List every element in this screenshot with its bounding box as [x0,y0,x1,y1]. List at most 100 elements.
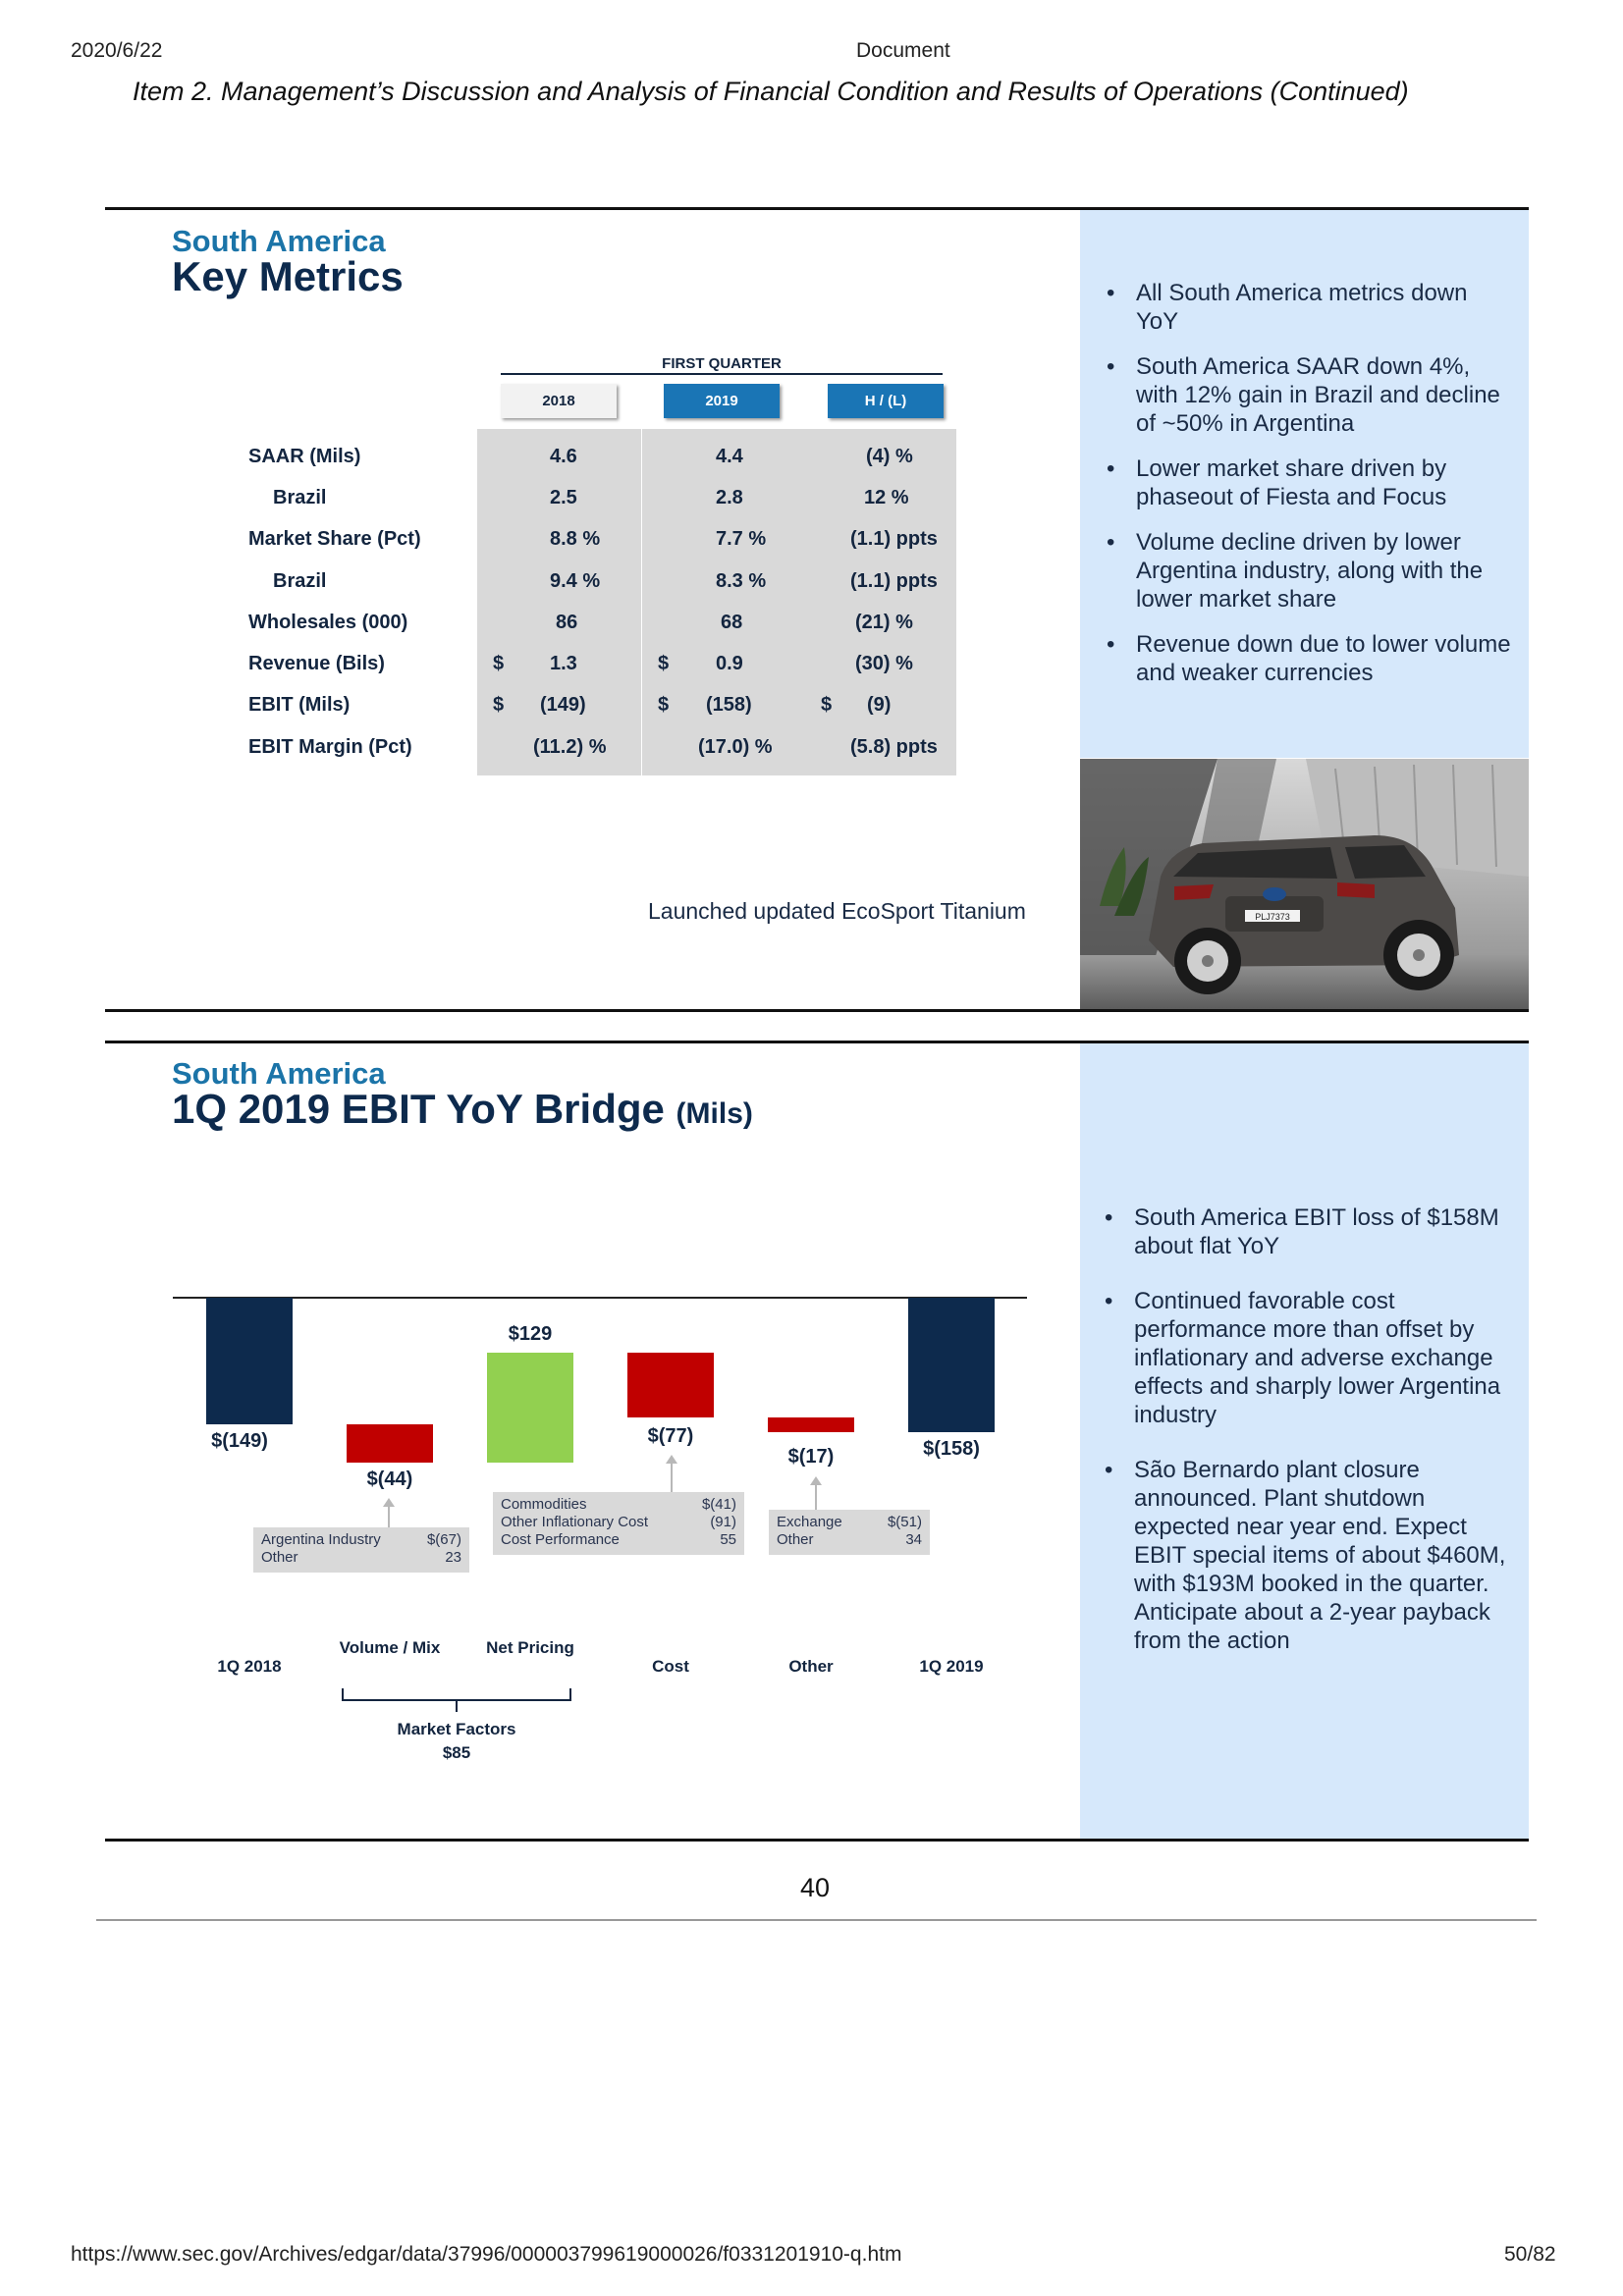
cell-2018-ebit-margin: (11.2) % [533,736,607,758]
license-plate: PLJ7373 [1255,912,1290,922]
bridge-category-0: 1Q 2018 [217,1657,282,1676]
cell-hl-ebit-dollar: $ [821,694,833,716]
cell-2018-ebit: (149) [540,694,586,716]
slide1-bottom-rule [105,1009,1529,1012]
slide1-title: Key Metrics [172,253,404,299]
cell-2018-share: 8.8 % [550,528,601,550]
row-label-market-share: Market Share (Pct) [248,528,421,550]
bridge-bar-3 [627,1352,714,1418]
row-label-ebit-margin: EBIT Margin (Pct) [248,736,412,758]
cell-2019-share-brazil: 8.3 % [716,570,767,592]
cell-2019-ebit: (158) [706,694,752,716]
slide2-top-rule [105,1041,1529,1043]
col-header-2018: 2018 [501,384,617,418]
detail-value: $(67) [426,1531,461,1548]
detail-value: (91) [710,1514,736,1530]
print-date: 2020/6/22 [71,39,163,62]
cost-detail: Commodities $(41) Other Inflationary Cost… [493,1492,744,1555]
cell-2019-saar-brazil: 2.8 [716,487,743,508]
detail-value: $(51) [887,1514,922,1530]
row-label-ebit: EBIT (Mils) [248,694,351,716]
bridge-category-3: Cost [652,1657,689,1676]
page-separator [96,1919,1537,1921]
col-header-2019: 2019 [664,384,780,418]
row-label-saar-brazil: Brazil [273,487,327,508]
chart-baseline [173,1297,1027,1299]
col-header-hl: H / (L) [828,384,944,418]
bridge-value-label-3: $(77) [647,1425,694,1448]
detail-label: Other [261,1549,298,1566]
detail-label: Argentina Industry [261,1531,381,1548]
cell-2018-share-brazil: 9.4 % [550,570,601,592]
cost-arrow [666,1455,677,1492]
bridge-value-label-1: $(44) [366,1468,413,1490]
bridge-bar-0 [206,1298,293,1425]
slide1-bullet: Revenue down due to lower volume and wea… [1102,630,1512,687]
ecosport-photo: PLJ7373 [1080,759,1529,1009]
slide1-region: South America [172,224,386,258]
cell-2018-revenue: 1.3 [550,653,577,674]
cell-hl-share-brazil: (1.1) ppts [850,570,938,592]
col-2018-shade [477,429,641,775]
detail-value: $(41) [701,1496,736,1513]
print-document-title: Document [856,39,950,62]
bridge-bar-4 [768,1417,854,1433]
cell-2019-wholesales: 68 [721,612,743,633]
detail-value: 34 [905,1531,922,1548]
market-factors-value: $85 [442,1743,471,1762]
cell-2019-saar: 4.4 [716,446,743,467]
footer-url[interactable]: https://www.sec.gov/Archives/edgar/data/… [71,2243,902,2266]
cell-hl-revenue: (30) % [855,653,913,674]
detail-label: Other [777,1531,814,1548]
detail-label: Commodities [501,1496,587,1513]
photo-caption: Launched updated EcoSport Titanium [648,898,1026,924]
bridge-category-4: Other [788,1657,834,1676]
slide1-bullet: Lower market share driven by phaseout of… [1102,454,1512,511]
slide1-top-rule [105,207,1529,210]
volume-mix-arrow [383,1498,395,1527]
slide2-bullet: Continued favorable cost performance mor… [1100,1287,1512,1429]
slide2-bullet: South America EBIT loss of $158M about f… [1100,1203,1512,1260]
cell-2018-saar: 4.6 [550,446,577,467]
bridge-category-5: 1Q 2019 [919,1657,984,1676]
cell-hl-share: (1.1) ppts [850,528,938,550]
slide2-title-unit: (Mils) [676,1097,753,1130]
slide1-bullet: Volume decline driven by lower Argentina… [1102,528,1512,614]
volume-mix-detail: Argentina Industry $(67) Other 23 [253,1527,469,1573]
detail-label: Exchange [777,1514,842,1530]
market-factors-label: Market Factors [397,1720,516,1738]
slide1-bullet: All South America metrics down YoY [1102,279,1512,336]
cell-hl-ebit: (9) [867,694,892,716]
detail-value: 23 [445,1549,461,1566]
slide2-commentary-panel [1080,1043,1529,1839]
cell-2019-ebit-dollar: $ [658,694,670,716]
slide1-bullets: All South America metrics down YoY South… [1102,279,1512,704]
cell-2019-revenue: 0.9 [716,653,743,674]
cell-2019-share: 7.7 % [716,528,767,550]
slide2-title-text: 1Q 2019 EBIT YoY Bridge [172,1086,665,1132]
row-label-revenue: Revenue (Bils) [248,653,385,674]
row-label-saar: SAAR (Mils) [248,446,361,467]
bridge-value-label-5: $(158) [923,1438,980,1461]
page-number: 40 [799,1873,831,1902]
slide2-region: South America [172,1056,386,1091]
bridge-bar-2 [487,1352,573,1463]
row-label-wholesales: Wholesales (000) [248,612,408,633]
cell-2018-wholesales: 86 [556,612,578,633]
bridge-category-1: Volume / Mix [339,1638,441,1657]
cell-2018-ebit-dollar: $ [493,694,505,716]
slide1-bullet: South America SAAR down 4%, with 12% gai… [1102,352,1512,438]
table-group-underline [501,373,943,375]
bridge-value-label-0: $(149) [211,1430,268,1453]
slide2-bullet: São Bernardo plant closure announced. Pl… [1100,1456,1512,1655]
cell-hl-wholesales: (21) % [855,612,913,633]
market-factors-bracket [342,1688,571,1712]
detail-label: Cost Performance [501,1531,620,1548]
section-heading: Item 2. Management’s Discussion and Anal… [133,77,1409,106]
bridge-bar-5 [908,1298,995,1433]
other-detail: Exchange $(51) Other 34 [769,1510,930,1555]
cell-2019-ebit-margin: (17.0) % [698,736,773,758]
bridge-value-label-2: $129 [508,1322,553,1345]
cell-hl-saar: (4) % [866,446,913,467]
slide2-title: 1Q 2019 EBIT YoY Bridge (Mils) [172,1086,753,1133]
